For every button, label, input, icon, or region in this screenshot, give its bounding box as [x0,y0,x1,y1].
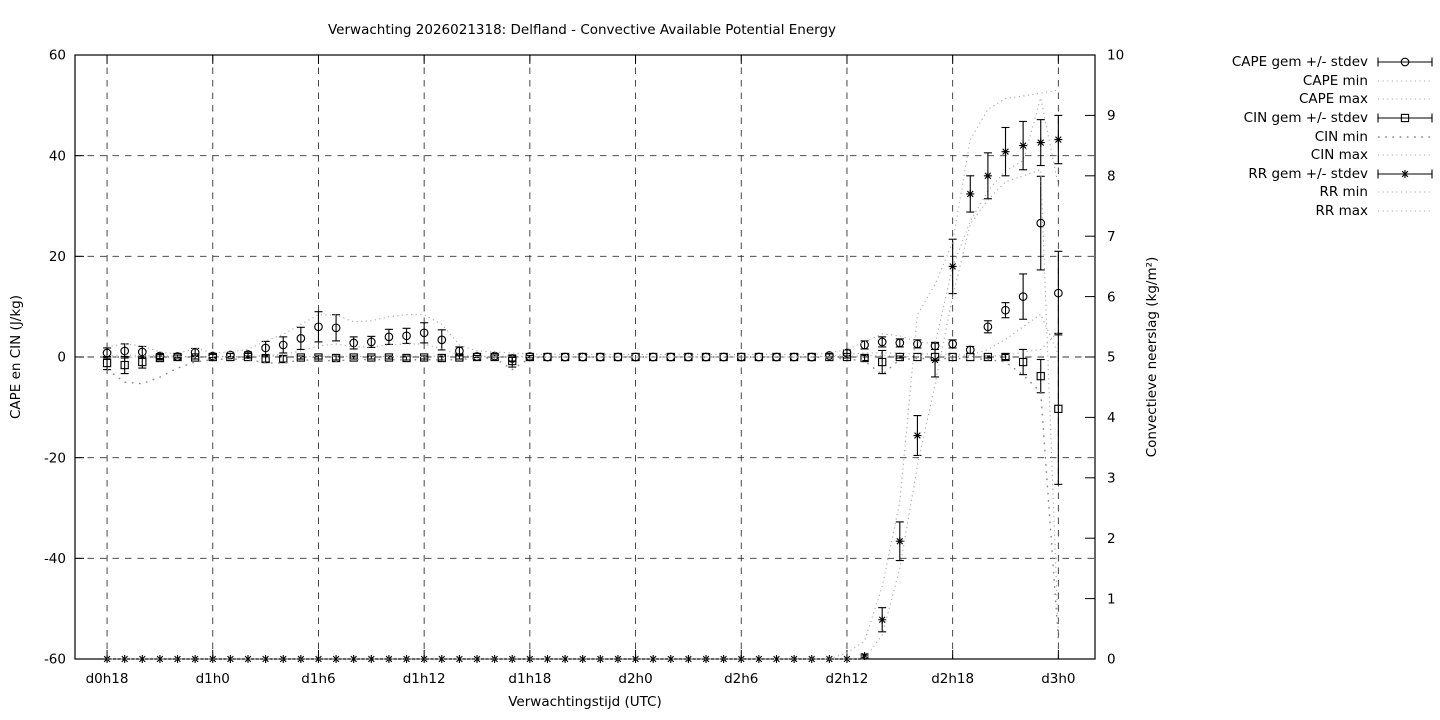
plot-area: -60 -40 -20 0 20 40 60 0 1 2 3 4 5 6 7 8 9 10 d0h18 d1h0 d1h… [44,48,1124,687]
legend-label: CIN gem +/- stdev [1243,110,1368,127]
legend-item-cin-min: CIN min [1184,127,1434,146]
series-cin-min [106,356,1060,639]
legend-sample-circle-errorbar [1377,57,1433,67]
y-tick-label: -60 [44,652,66,668]
legend-sample-square-errorbar [1377,113,1433,123]
y2-tick-label: 8 [1107,169,1116,185]
legend-label: CIN max [1310,147,1368,164]
series-cape-max [106,97,1059,356]
legend-item-cin-max: CIN max [1184,146,1434,165]
legend-label: RR min [1319,184,1368,201]
series-rr-min [107,168,1059,660]
minmax-line [106,97,1059,356]
legend-label: CAPE max [1298,91,1368,108]
legend-label: CIN min [1314,128,1368,145]
legend-item-cape-gem-stdev: CAPE gem +/- stdev [1184,53,1434,72]
series-cin-gem-stdev [102,332,1063,485]
legend-item-cin-gem-stdev: CIN gem +/- stdev [1184,109,1434,128]
x-tick-label: d1h0 [196,671,230,687]
y2-axis-label: Convectieve neerslag (kg/m²) [1144,257,1160,458]
y-tick-label: -20 [44,450,66,466]
y2-tick-label: 7 [1107,229,1116,245]
legend-label: CAPE min [1302,72,1368,89]
y2-tick-label: 3 [1107,471,1116,487]
series-rr-max [107,89,1059,660]
x-tick-label: d0h18 [86,671,129,687]
minmax-line [106,356,1060,639]
x-tick-label: d1h6 [301,671,335,687]
series-cape-gem-stdev [102,175,1063,363]
legend-item-cape-min: CAPE min [1184,72,1434,91]
y2-tick-label: 5 [1107,350,1116,366]
x-tick-label: d2h18 [931,671,974,687]
legend-label: CAPE gem +/- stdev [1231,54,1368,71]
x-tick-label: d1h12 [403,671,446,687]
x-tick-label: d2h12 [826,671,869,687]
legend-item-cape-max: CAPE max [1184,90,1434,109]
y2-tick-label: 0 [1107,652,1116,668]
legend-label: RR gem +/- stdev [1248,165,1368,182]
legend-sample-star-errorbar [1377,169,1433,179]
legend-item-rr-gem-stdev: RR gem +/- stdev [1184,165,1434,184]
y2-tick-label: 1 [1107,591,1116,607]
y2-tick-label: 9 [1107,108,1116,124]
y-tick-label: 20 [49,249,66,265]
x-tick-label: d2h0 [618,671,652,687]
legend: CAPE gem +/- stdev CAPE min CAPE max CIN ge… [1184,53,1434,220]
legend-item-rr-max: RR max [1184,202,1434,221]
series-rr-gem-stdev [103,114,1063,663]
minmax-line [107,168,1059,660]
x-tick-label: d3h0 [1041,671,1075,687]
tick-labels: -60 -40 -20 0 20 40 60 0 1 2 3 4 5 6 7 8 9 10 d0h18 d1h0 d1h… [44,48,1124,687]
y2-tick-label: 2 [1107,531,1116,547]
y-tick-label: 60 [49,48,66,64]
legend-label: RR max [1315,203,1368,220]
legend-sample-dotted-line [1378,80,1432,82]
legend-sample-dotted-line [1378,210,1432,212]
y-tick-label: 0 [57,350,66,366]
y-axis-label: CAPE en CIN (J/kg) [8,295,24,419]
y2-tick-label: 6 [1107,289,1116,305]
x-tick-label: d1h18 [508,671,551,687]
legend-item-rr-min: RR min [1184,183,1434,202]
legend-sample-dotted-line [1378,191,1432,194]
x-axis-label: Verwachtingstijd (UTC) [508,694,662,710]
y2-tick-label: 4 [1107,410,1116,426]
y-tick-label: 40 [49,148,66,164]
legend-sample-dotted-line [1378,135,1432,138]
x-tick-label: d2h6 [724,671,758,687]
legend-sample-dotted-line [1378,154,1432,156]
legend-sample-dotted-line [1378,98,1432,101]
y2-tick-label: 10 [1107,48,1124,64]
y-tick-label: -40 [44,551,66,567]
minmax-line [107,89,1059,660]
chart-title: Verwachting 2026021318: Delfland - Conve… [328,22,836,38]
